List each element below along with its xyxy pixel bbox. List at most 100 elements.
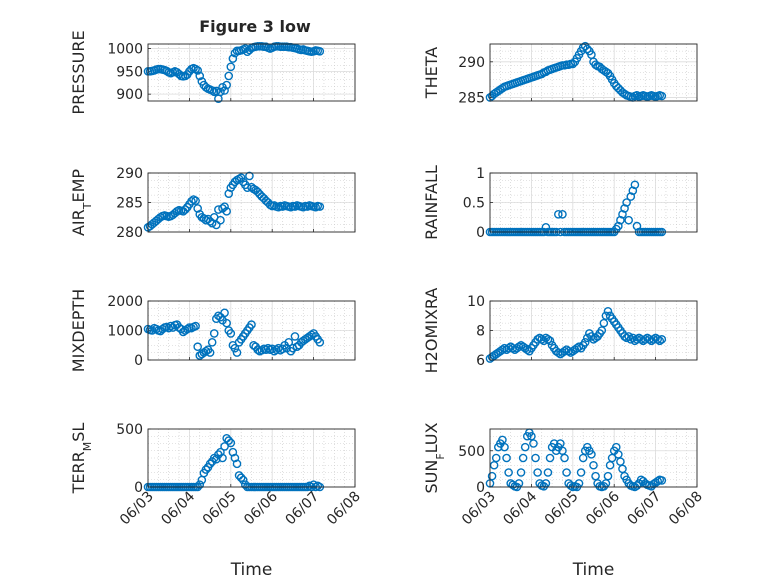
sun_flux-data-point xyxy=(653,476,662,486)
mixdepth-axis-label: MIXDEPTH xyxy=(69,289,88,372)
terr_msl-data-point xyxy=(230,453,240,463)
sun_flux-xaxis-label: Time xyxy=(572,560,615,580)
sun_flux-data-point xyxy=(531,453,540,463)
sun_flux-xtick-label: 06/05 xyxy=(542,489,582,529)
terr_msl-xaxis-label: Time xyxy=(230,560,273,580)
air_temp-data-point xyxy=(180,205,190,214)
theta-panel: 285 290 THETA xyxy=(422,41,698,106)
air_temp-data-point xyxy=(315,202,325,211)
theta-axis-label: THETA xyxy=(422,47,441,99)
h2omixra-axis-label: H2OMIXRA xyxy=(422,288,441,374)
mixdepth-data-point xyxy=(232,348,242,357)
h2omixra-data-point xyxy=(655,336,665,346)
sun_flux-data-point xyxy=(520,442,530,452)
terr_msl-ytick-label: 500 xyxy=(116,422,143,438)
terr_msl-data-point xyxy=(238,475,248,485)
pressure-ytick-label: 900 xyxy=(116,87,143,103)
pressure-data-point xyxy=(220,86,229,95)
h2omixra-data-point xyxy=(580,337,590,347)
terr_msl-xtick-label: 06/06 xyxy=(241,488,281,528)
h2omixra-data-point xyxy=(564,346,573,356)
terr_msl-data-point xyxy=(212,454,221,464)
terr_msl-ytick-label: 0 xyxy=(134,480,143,496)
h2omixra-ytick-label: 6 xyxy=(476,353,485,369)
h2omixra-data-point xyxy=(645,335,654,344)
air_temp-data-point xyxy=(236,173,246,183)
mixdepth-panel: 0 1000 2000 MIXDEPTH xyxy=(69,289,356,372)
air_temp-data-point xyxy=(191,196,200,206)
theta-ytick-label: 290 xyxy=(458,55,485,71)
h2omixra-data-point xyxy=(657,335,667,344)
h2omixra-data-point xyxy=(522,345,532,354)
rainfall-panel: 0 0.5 1 RAINFALL xyxy=(422,165,698,241)
h2omixra-ytick-label: 10 xyxy=(467,294,485,310)
sun_flux-data-point xyxy=(587,450,596,459)
h2omixra-data-point xyxy=(622,333,631,343)
mixdepth-data-point xyxy=(267,344,277,354)
sun_flux-data-point xyxy=(500,442,509,452)
h2omixra-ytick-label: 8 xyxy=(476,324,485,340)
theta-data-point xyxy=(568,59,578,69)
terr_msl-xtick-label: 06/04 xyxy=(158,488,198,528)
h2omixra-data-point xyxy=(597,326,607,335)
h2omixra-data-point xyxy=(649,335,658,344)
terr_msl-xtick-label: 06/07 xyxy=(283,489,323,529)
sun_flux-data-point xyxy=(545,453,555,463)
sun_flux-data-point xyxy=(516,468,526,477)
mixdepth-data-point xyxy=(307,330,316,340)
theta-data-point xyxy=(591,60,600,69)
figure-title: Figure 3 low xyxy=(199,17,311,36)
mixdepth-ytick-label: 0 xyxy=(134,353,143,369)
h2omixra-data-point xyxy=(653,335,662,344)
mixdepth-data-point xyxy=(253,345,263,354)
sun_flux-ytick-label: 0 xyxy=(476,480,485,496)
air_temp-data-point xyxy=(187,197,196,206)
h2omixra-data-point xyxy=(533,335,542,344)
rainfall-ytick-label: 1 xyxy=(476,166,485,182)
mixdepth-data-point xyxy=(261,345,271,354)
sun_flux-data-point xyxy=(616,457,625,466)
mixdepth-data-point xyxy=(191,321,200,331)
h2omixra-data-point xyxy=(603,307,613,316)
pressure-panel: 900 950 1000 PRESSURE xyxy=(69,30,356,115)
sun_flux-ytick-label: 500 xyxy=(458,444,485,460)
terr_msl-data-point xyxy=(232,459,242,469)
h2omixra-data-point xyxy=(626,335,636,344)
sun-flux-axis-label: SUNFLUX xyxy=(422,422,447,493)
rainfall-data-point xyxy=(558,209,567,219)
pressure-data-point xyxy=(207,86,217,95)
terr_msl-xtick-label: 06/05 xyxy=(200,489,240,529)
pressure-data-point xyxy=(191,64,200,74)
air_temp-data-point xyxy=(245,171,254,181)
terr_msl-data-point xyxy=(236,473,246,483)
pressure-data-point xyxy=(216,87,225,97)
pressure-data-point xyxy=(193,66,202,75)
sun_flux-data-point xyxy=(618,464,627,474)
sun_flux-data-point xyxy=(566,481,576,490)
mixdepth-ytick-label: 2000 xyxy=(107,294,143,310)
h2omixra-data-point xyxy=(560,346,569,356)
pressure-ytick-label: 1000 xyxy=(107,42,143,58)
mixdepth-data-point xyxy=(220,308,229,318)
theta-data-point xyxy=(537,69,547,79)
mixdepth-data-point xyxy=(284,337,294,347)
mixdepth-data-point xyxy=(247,320,256,329)
h2omixra-data-point xyxy=(504,343,513,353)
air-temp-axis-label: AIRTEMP xyxy=(69,169,94,236)
sun_flux-data-point xyxy=(504,468,513,477)
h2omixra-axes-box xyxy=(489,300,698,361)
pressure-data-point xyxy=(224,71,234,81)
sun_flux-data-point xyxy=(543,468,553,477)
sun_flux-data-point xyxy=(533,468,542,477)
h2omixra-data-point xyxy=(545,336,555,346)
pressure-data-point xyxy=(195,71,205,81)
mixdepth-data-point xyxy=(222,318,231,328)
theta-data-point xyxy=(657,91,667,101)
sun_flux-data-point xyxy=(508,480,518,490)
air_temp-data-point xyxy=(216,215,225,225)
pressure-data-point xyxy=(222,80,231,90)
